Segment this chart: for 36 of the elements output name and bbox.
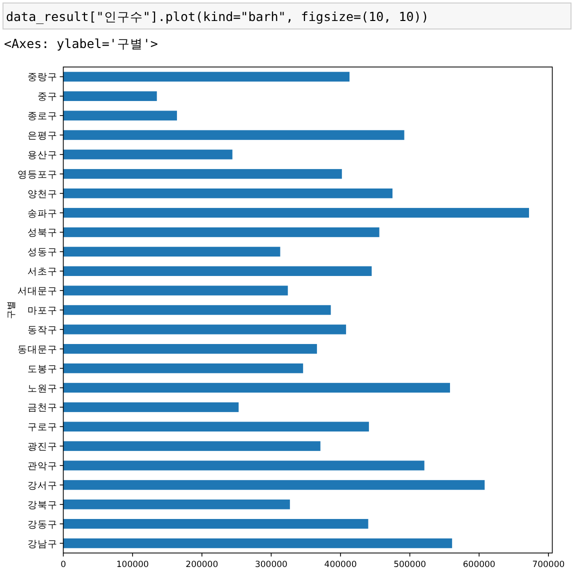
chart-title: data_result["인구수"].plot(kind="barh", figsize=(10, 10)) (6, 9, 429, 24)
y-tick-label: 용산구 (27, 150, 58, 161)
y-tick-label: 중구 (37, 92, 58, 103)
chart-subtitle: <Axes: ylabel='구별'> (4, 36, 158, 51)
x-tick-label: 400000 (324, 560, 357, 570)
y-tick-label: 마포구 (27, 306, 58, 316)
y-tick-label: 동작구 (27, 324, 58, 336)
y-tick-label: 성동구 (27, 247, 58, 258)
x-tick-label: 600000 (462, 560, 496, 570)
y-tick-label: 강북구 (27, 500, 58, 511)
y-axis-title: 구별 (7, 301, 17, 319)
y-tick-label: 송파구 (27, 208, 58, 220)
y-tick-label: 금천구 (27, 402, 58, 414)
x-tick-label: 100000 (116, 560, 149, 570)
y-tick-label: 광진구 (27, 442, 58, 453)
x-tick-label: 0 (60, 560, 66, 570)
y-tick-label: 강동구 (27, 519, 58, 530)
x-tick-label: 300000 (254, 560, 288, 570)
y-tick-label: 서초구 (27, 266, 58, 278)
y-tick-label: 노원구 (27, 383, 58, 394)
y-tick-label: 동대문구 (17, 344, 58, 356)
y-tick-label: 성북구 (27, 228, 58, 239)
y-tick-label: 종로구 (27, 111, 58, 122)
y-tick-label: 영등포구 (17, 169, 58, 180)
y-tick-label: 중랑구 (27, 72, 58, 84)
x-tick-label: 700000 (532, 560, 565, 570)
y-tick-label: 양천구 (27, 188, 58, 200)
y-tick-label: 강남구 (27, 538, 58, 550)
y-tick-label: 구로구 (27, 422, 58, 434)
y-tick-label: 도봉구 (27, 364, 58, 375)
y-tick-label: 서대문구 (17, 286, 58, 298)
y-tick-label: 강서구 (27, 480, 58, 492)
x-tick-label: 200000 (186, 560, 218, 570)
y-tick-label: 관악구 (27, 461, 58, 472)
y-tick-label: 은평구 (27, 130, 58, 142)
x-tick-label: 500000 (394, 560, 426, 570)
